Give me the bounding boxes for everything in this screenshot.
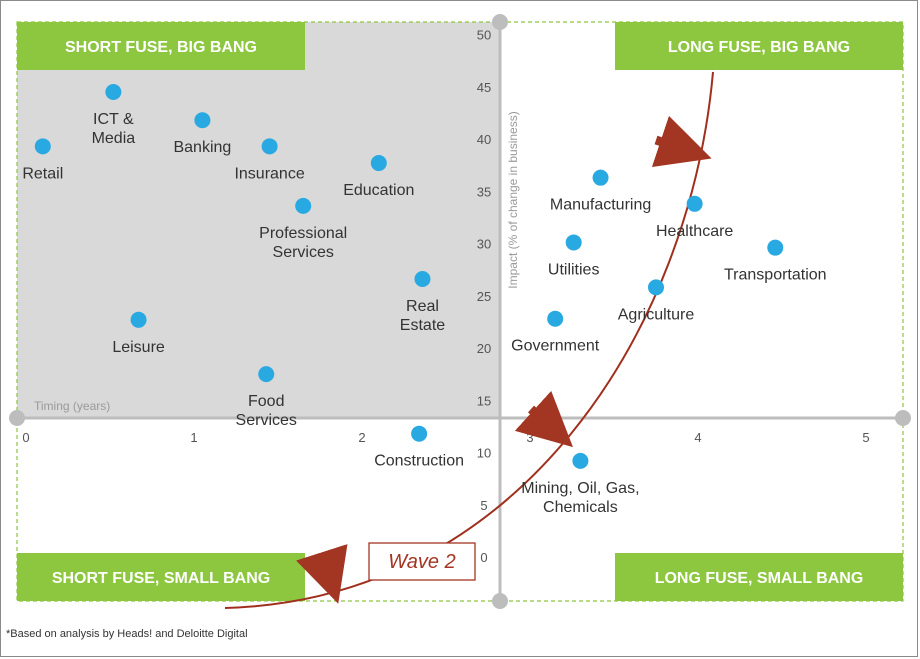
data-point-label: Construction bbox=[374, 453, 464, 470]
axis-end-left bbox=[9, 410, 25, 426]
data-point bbox=[130, 311, 147, 328]
data-point bbox=[414, 271, 431, 288]
wave-label-box bbox=[368, 542, 476, 581]
x-tick-label: 5 bbox=[862, 430, 869, 445]
data-point bbox=[411, 425, 428, 442]
banner-top-right-label: LONG FUSE, BIG BANG bbox=[668, 39, 850, 56]
data-point bbox=[105, 83, 122, 100]
y-tick-label: 45 bbox=[477, 80, 491, 95]
data-point bbox=[572, 452, 589, 469]
y-tick-label: 35 bbox=[477, 184, 491, 199]
x-tick-label: 0 bbox=[22, 430, 29, 445]
data-point bbox=[547, 310, 564, 327]
banner-bottom-left-label: SHORT FUSE, SMALL BANG bbox=[52, 570, 270, 587]
data-point-label: Healthcare bbox=[656, 223, 733, 240]
data-point bbox=[592, 169, 609, 186]
data-point-label: Insurance bbox=[234, 165, 304, 182]
y-tick-label: 5 bbox=[480, 498, 487, 513]
y-tick-label: 15 bbox=[477, 393, 491, 408]
banner-top-right bbox=[615, 22, 903, 70]
x-axis-title: Timing (years) bbox=[34, 399, 110, 413]
y-tick-label: 50 bbox=[477, 28, 491, 43]
data-point-label: Retail bbox=[22, 165, 63, 182]
y-tick-label: 10 bbox=[477, 446, 491, 461]
data-point bbox=[686, 195, 703, 212]
data-point-label: Mining, Oil, Gas, Chemicals bbox=[521, 480, 639, 516]
banner-top-left-label: SHORT FUSE, BIG BANG bbox=[65, 39, 257, 56]
y-tick-label: 40 bbox=[477, 132, 491, 147]
data-point bbox=[648, 279, 664, 296]
data-point-label: Manufacturing bbox=[550, 197, 651, 214]
arrow-middle bbox=[514, 390, 573, 448]
data-point bbox=[295, 197, 312, 214]
data-point-label: Agriculture bbox=[618, 306, 695, 323]
y-tick-label: 30 bbox=[477, 237, 491, 252]
data-point-label: Transportation bbox=[724, 267, 827, 284]
dashed-border bbox=[16, 21, 904, 602]
axis-end-top bbox=[492, 14, 508, 30]
x-tick-label: 1 bbox=[190, 430, 197, 445]
data-point-label: Real Estate bbox=[400, 298, 445, 334]
banner-bottom-left bbox=[17, 553, 305, 601]
y-tick-label: 20 bbox=[477, 341, 491, 356]
shaded-quadrant bbox=[17, 22, 500, 418]
banner-bottom-right bbox=[615, 553, 903, 601]
data-point-label: Government bbox=[511, 338, 600, 355]
data-point-label: Leisure bbox=[112, 339, 165, 356]
arrow-top bbox=[651, 115, 712, 168]
data-point-label: Professional Services bbox=[259, 225, 347, 261]
data-point-label: Food Services bbox=[236, 393, 297, 429]
banner-bottom-right-label: LONG FUSE, SMALL BANG bbox=[655, 570, 864, 587]
wave-label: Wave 2 bbox=[388, 551, 455, 573]
data-point-label: Utilities bbox=[548, 261, 600, 278]
data-point bbox=[767, 239, 784, 256]
data-point-label: Banking bbox=[173, 139, 231, 156]
x-tick-label: 2 bbox=[358, 430, 365, 445]
axis-end-bottom bbox=[492, 593, 508, 609]
data-point-label: Education bbox=[343, 182, 414, 199]
footnote: *Based on analysis by Heads! and Deloitt… bbox=[6, 628, 248, 640]
banner-top-left bbox=[17, 22, 305, 70]
data-point bbox=[565, 234, 582, 251]
data-point bbox=[34, 138, 51, 155]
y-tick-label: 25 bbox=[477, 289, 491, 304]
y-tick-label: 0 bbox=[480, 550, 487, 565]
x-tick-label: 4 bbox=[694, 430, 701, 445]
data-point bbox=[370, 155, 387, 172]
axis-end-right bbox=[895, 410, 911, 426]
data-point-label: ICT & Media bbox=[92, 111, 136, 147]
data-point bbox=[261, 138, 278, 155]
arrow-bottom bbox=[296, 544, 348, 604]
x-tick-label: 3 bbox=[526, 430, 533, 445]
data-point bbox=[258, 366, 275, 383]
y-axis-title: Impact (% of change in business) bbox=[506, 111, 520, 288]
data-point bbox=[194, 112, 211, 129]
